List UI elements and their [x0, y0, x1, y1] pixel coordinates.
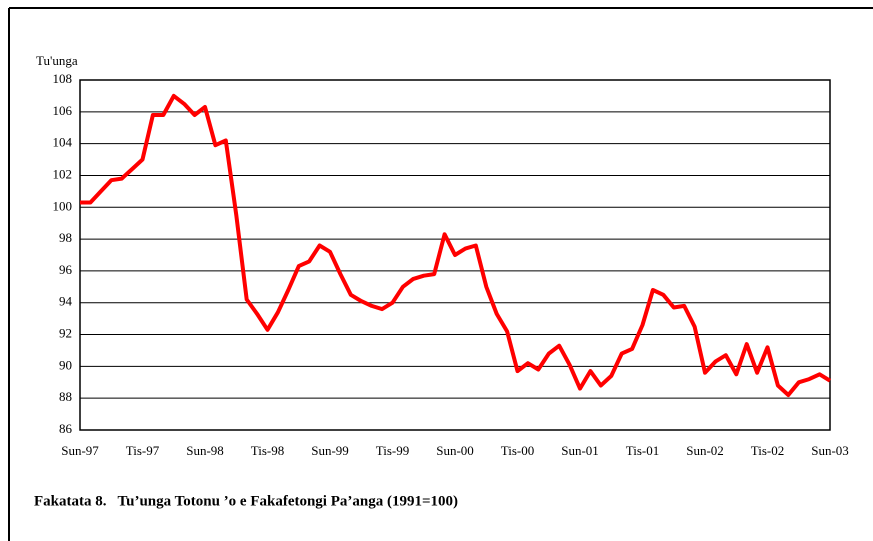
y-tick-label: 102: [53, 166, 73, 181]
x-tick-label: Sun-01: [561, 443, 599, 458]
y-tick-label: 90: [59, 357, 72, 372]
y-tick-label: 96: [59, 262, 73, 277]
y-tick-label: 86: [59, 421, 73, 436]
x-tick-label: Tis-02: [751, 443, 784, 458]
y-tick-label: 106: [53, 103, 73, 118]
y-tick-label: 108: [53, 71, 73, 86]
y-tick-label: 88: [59, 389, 72, 404]
chart-title: Fakatata 8. Tu’unga Totonu ’o e Fakafeto…: [34, 493, 458, 509]
line-series: [80, 93, 832, 397]
x-tick-label: Sun-99: [311, 443, 349, 458]
y-tick-label: 92: [59, 326, 72, 341]
x-tick-label: Tis-97: [126, 443, 160, 458]
y-tick-label: 104: [53, 135, 73, 150]
x-tick-label: Tis-00: [501, 443, 534, 458]
y-axis-label: Tu'unga: [36, 53, 78, 68]
x-tick-label: Sun-98: [186, 443, 224, 458]
x-tick-label: Sun-02: [686, 443, 724, 458]
x-tick-label: Sun-97: [61, 443, 99, 458]
plot-border: [79, 79, 831, 431]
y-tick-label: 100: [53, 198, 73, 213]
x-tick-label: Tis-99: [376, 443, 409, 458]
x-tick-label: Tis-98: [251, 443, 284, 458]
y-tick-label: 98: [59, 230, 72, 245]
x-tick-label: Tis-01: [626, 443, 659, 458]
x-tick-label: Sun-03: [811, 443, 849, 458]
y-tick-label: 94: [59, 294, 73, 309]
x-tick-label: Sun-00: [436, 443, 474, 458]
